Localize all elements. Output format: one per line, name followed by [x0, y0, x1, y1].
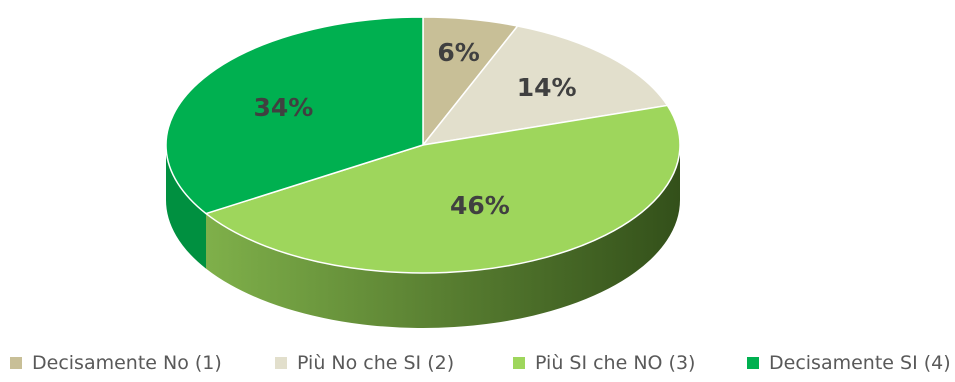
slice-labels: 6% 14% 46% 34% [253, 38, 576, 220]
legend-item-decisamente-si: Decisamente SI (4) [747, 352, 951, 374]
slice-label-decisamente-no: 6% [437, 38, 479, 67]
legend-label: Più SI che NO (3) [535, 352, 696, 374]
pie-slice-piu-si-che-no [204, 104, 681, 274]
legend-item-piu-si-che-no: Più SI che NO (3) [513, 352, 695, 374]
legend-item-piu-no-che-si: Più No che SI (2) [275, 352, 454, 374]
legend-item-decisamente-no: Decisamente No (1) [10, 352, 222, 374]
pie-side-decisamente-si [166, 145, 207, 269]
legend-label: Decisamente SI (4) [769, 352, 951, 374]
legend: Decisamente No (1) Più No che SI (2) Più… [0, 352, 955, 378]
legend-label: Decisamente No (1) [32, 352, 222, 374]
legend-swatch [747, 357, 759, 369]
slice-label-piu-si-che-no: 46% [450, 191, 510, 220]
pie-slice-decisamente-si [165, 16, 424, 215]
slice-label-decisamente-si: 34% [253, 93, 313, 122]
legend-label: Più No che SI (2) [297, 352, 455, 374]
slice-label-piu-no-che-si: 14% [517, 73, 577, 102]
pie-side-piu-si-che-no [206, 145, 680, 328]
pie-chart: 6% 14% 46% 34% [165, 16, 681, 328]
legend-swatch [10, 357, 22, 369]
pie-slices [165, 16, 681, 274]
legend-swatch [275, 357, 287, 369]
legend-swatch [513, 357, 525, 369]
pie-sides [166, 145, 680, 328]
